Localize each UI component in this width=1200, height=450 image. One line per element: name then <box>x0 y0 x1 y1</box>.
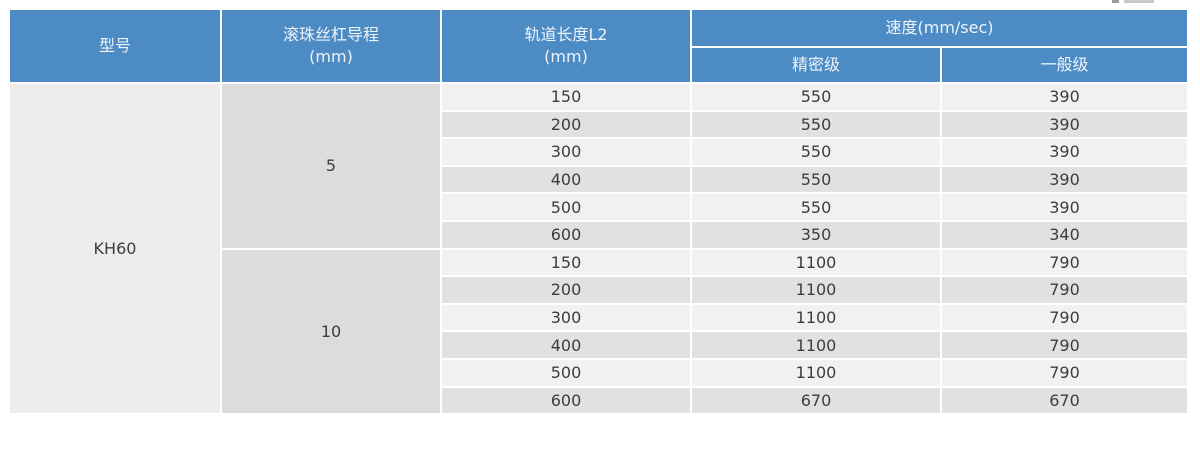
lead-cell-5: 5 <box>220 82 442 250</box>
lead-cell-10: 10 <box>220 247 442 416</box>
l2-cell: 500 <box>440 357 692 388</box>
precision-speed-cell: 550 <box>690 164 942 195</box>
l2-cell: 150 <box>440 82 692 112</box>
header-general-grade: 一般级 <box>940 46 1189 84</box>
speed-spec-table: 型号 滚珠丝杠导程 (mm) 轨道长度L2 (mm) 速度(mm/sec) 精密… <box>8 8 1189 416</box>
l2-cell: 400 <box>440 164 692 195</box>
general-speed-cell: 390 <box>940 164 1189 195</box>
precision-speed-cell: 1100 <box>690 357 942 388</box>
precision-speed-cell: 550 <box>690 82 942 112</box>
general-speed-cell: 390 <box>940 137 1189 167</box>
table-row: 400 550 390 <box>9 164 1189 195</box>
precision-speed-cell: 550 <box>690 109 942 140</box>
precision-speed-cell: 550 <box>690 137 942 167</box>
l2-cell: 300 <box>440 137 692 167</box>
header-model: 型号 <box>8 8 222 84</box>
table-row: 200 550 390 <box>9 109 1189 140</box>
cut-off-text-fragment <box>1112 0 1170 4</box>
table-row: 300 1100 790 <box>9 302 1189 333</box>
precision-speed-cell: 550 <box>690 192 942 222</box>
general-speed-cell: 790 <box>940 330 1189 360</box>
l2-cell: 200 <box>440 275 692 305</box>
precision-speed-cell: 1100 <box>690 247 942 278</box>
header-precision-grade: 精密级 <box>690 46 942 84</box>
general-speed-cell: 390 <box>940 82 1189 112</box>
general-speed-cell: 790 <box>940 275 1189 305</box>
table-row: 600 350 340 <box>9 219 1189 250</box>
header-track-length-line1: 轨道长度L2 <box>524 25 608 45</box>
header-track-length: 轨道长度L2 (mm) <box>440 8 692 84</box>
table-row: KH60 5 150 550 390 <box>8 81 1189 416</box>
l2-cell: 400 <box>440 330 692 360</box>
header-track-length-unit: (mm) <box>544 47 588 66</box>
general-speed-cell: 340 <box>940 219 1189 250</box>
table-row: 400 1100 790 <box>9 330 1189 360</box>
precision-speed-cell: 670 <box>690 385 942 416</box>
l2-cell: 150 <box>440 247 692 278</box>
header-ball-screw-lead: 滚珠丝杠导程 (mm) <box>220 8 442 84</box>
general-speed-cell: 390 <box>940 192 1189 222</box>
precision-speed-cell: 350 <box>690 219 942 250</box>
precision-speed-cell: 1100 <box>690 275 942 305</box>
header-ball-screw-lead-unit: (mm) <box>309 47 353 66</box>
table-row: 200 1100 790 <box>9 275 1189 305</box>
table-row: 500 1100 790 <box>9 357 1189 388</box>
general-speed-cell: 670 <box>940 385 1189 416</box>
general-speed-cell: 790 <box>940 357 1189 388</box>
general-speed-cell: 390 <box>940 109 1189 140</box>
l2-cell: 500 <box>440 192 692 222</box>
table-row: 300 550 390 <box>9 137 1189 167</box>
model-cell: KH60 <box>8 81 222 416</box>
general-speed-cell: 790 <box>940 302 1189 333</box>
l2-cell: 300 <box>440 302 692 333</box>
header-ball-screw-lead-line1: 滚珠丝杠导程 <box>282 25 379 45</box>
l2-cell: 600 <box>440 219 692 250</box>
general-speed-cell: 790 <box>940 247 1189 278</box>
l2-cell: 600 <box>440 385 692 416</box>
header-speed: 速度(mm/sec) <box>690 8 1189 48</box>
precision-speed-cell: 1100 <box>690 330 942 360</box>
table-row: 600 670 670 <box>9 385 1189 416</box>
l2-cell: 200 <box>440 109 692 140</box>
table-row: 10 150 1100 790 <box>9 247 1189 416</box>
precision-speed-cell: 1100 <box>690 302 942 333</box>
table-row: 500 550 390 <box>9 192 1189 222</box>
